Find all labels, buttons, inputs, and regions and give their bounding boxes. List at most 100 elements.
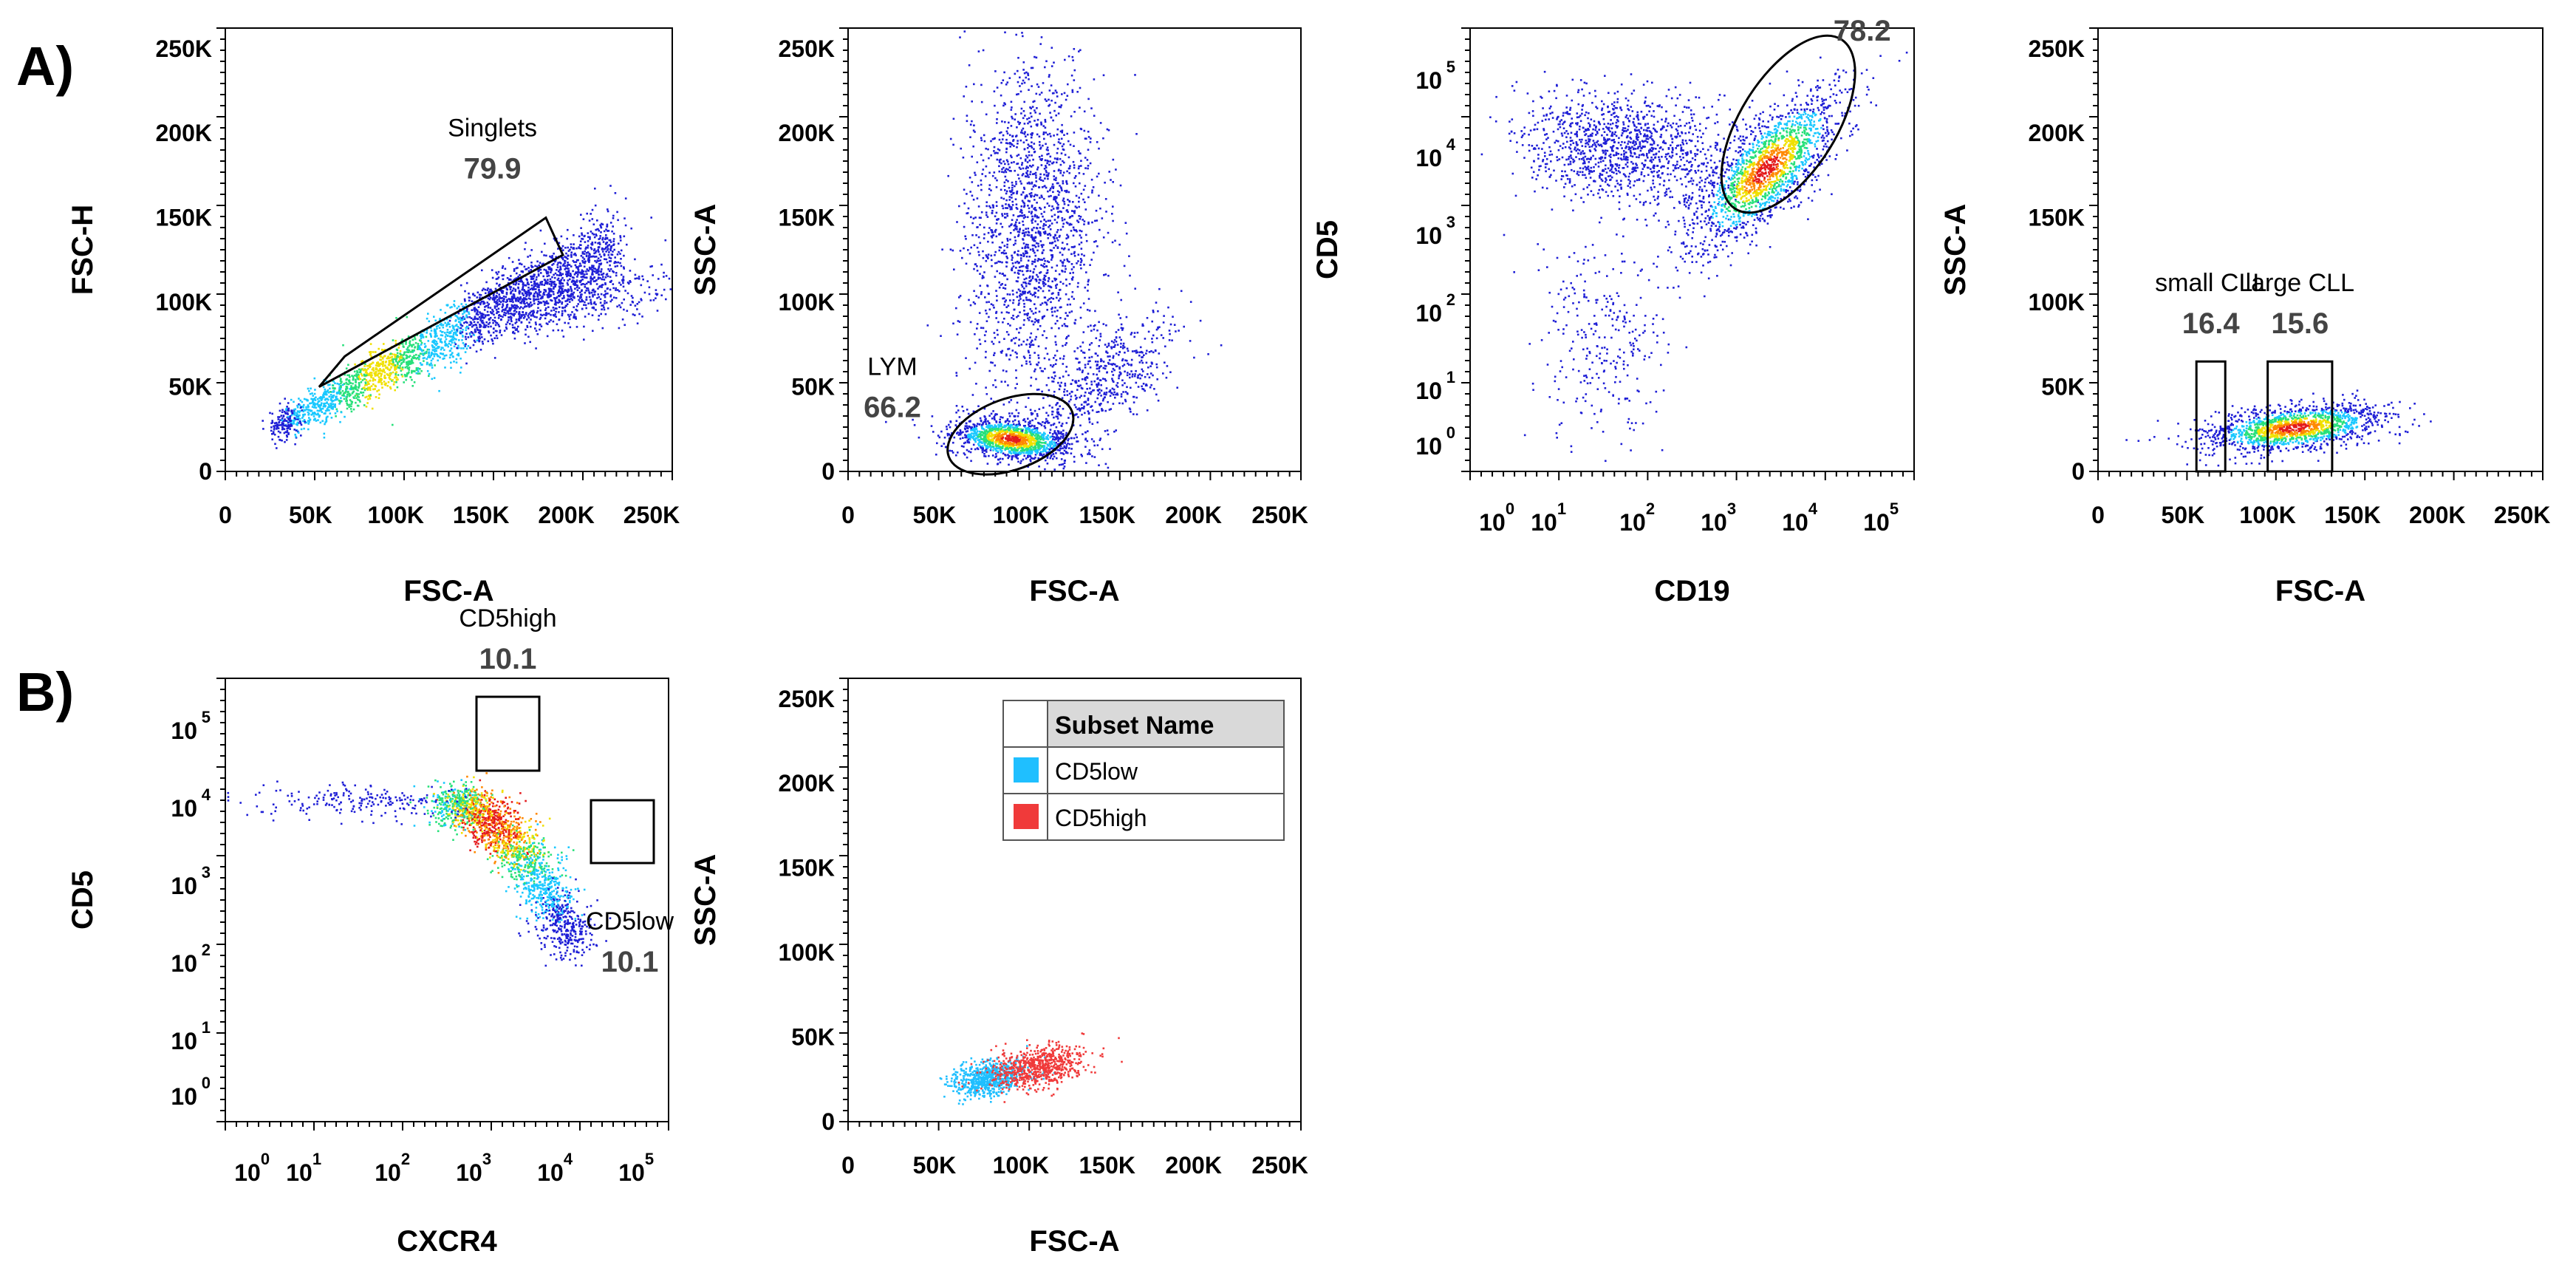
gate-large-cll: large CLL 15.6 <box>2246 269 2354 473</box>
y-tick-label: 150K <box>156 205 213 231</box>
x-axis-title: CXCR4 <box>397 1225 497 1258</box>
gate-name: Singlets <box>448 115 537 143</box>
gate-outline <box>2195 360 2227 473</box>
x-tick-exponent: 4 <box>564 1150 573 1168</box>
x-tick-exponent: 5 <box>645 1150 654 1168</box>
y-tick-base: 10 <box>171 795 197 822</box>
y-tick-exponent: 5 <box>1446 58 1455 76</box>
y-tick-base: 10 <box>171 873 197 899</box>
event-cloud <box>227 772 612 967</box>
y-tick-label: 250K <box>156 35 213 62</box>
y-tick-exponent: 2 <box>1446 290 1455 309</box>
x-tick-label: 200K <box>2409 502 2466 528</box>
plot-a3: 100101102103104105100101102103104105CD19… <box>1311 0 1915 607</box>
gate-value: 16.4 <box>2182 307 2241 340</box>
x-tick-label: 150K <box>1079 502 1136 528</box>
y-tick-label: 250K <box>2029 35 2085 62</box>
gate-outline <box>590 799 655 865</box>
x-tick-base: 10 <box>1619 509 1646 536</box>
x-tick-base: 10 <box>1782 509 1808 536</box>
y-tick-exponent: 0 <box>1446 423 1455 442</box>
y-tick-base: 10 <box>1415 222 1442 249</box>
panel-label-a: A) <box>16 35 74 97</box>
gate-name: large CLL <box>2246 269 2354 297</box>
x-tick-label: 150K <box>2324 502 2381 528</box>
plot-frame <box>225 27 673 472</box>
x-tick-label: 250K <box>2494 502 2551 528</box>
y-tick-label: 200K <box>779 770 836 797</box>
plot-frame <box>2097 27 2543 472</box>
legend-cell <box>1047 793 1285 841</box>
gate-value: 79.9 <box>464 153 522 185</box>
y-tick-label: 250K <box>779 35 836 62</box>
plot-a1: 0 50K 100K 150K 200K 250K 0 50K 100K 150K 200K 250K… <box>66 27 680 607</box>
gate-name: small CLL <box>2155 269 2266 297</box>
y-axis-title: FSC-H <box>66 205 99 295</box>
gate-outline <box>475 695 541 772</box>
y-tick-base: 10 <box>171 1028 197 1054</box>
x-axis-title: FSC-A <box>1029 1225 1119 1258</box>
y-tick-exponent: 2 <box>202 941 211 959</box>
x-tick-base: 10 <box>1531 509 1557 536</box>
plot-b2: 0 50K 100K 150K 200K 250K 0 50K 100K 150K 200K 250K… <box>689 678 1308 1258</box>
gate-lym: LYM 66.2 <box>864 353 1075 476</box>
x-tick-label: 100K <box>993 1152 1050 1179</box>
y-tick-exponent: 5 <box>202 708 211 726</box>
y-tick-label: 0 <box>2071 458 2085 485</box>
y-axis: 0 50K 100K 150K 200K 250K <box>2029 27 2098 485</box>
y-tick-label: 100K <box>156 289 213 316</box>
y-axis-title: CD5 <box>66 870 99 930</box>
y-tick-label: 200K <box>156 120 213 146</box>
panel-label-b: B) <box>16 661 74 723</box>
y-tick-exponent: 3 <box>202 863 211 882</box>
x-tick-exponent: 0 <box>261 1150 270 1168</box>
legend-cell <box>1002 700 1048 748</box>
y-tick-label: 150K <box>779 855 836 882</box>
event-cloud <box>262 185 672 449</box>
gate-outline <box>946 392 1075 476</box>
x-tick-exponent: 1 <box>1557 499 1566 518</box>
y-axis-title: SSC-A <box>689 854 722 946</box>
legend-swatch <box>1014 804 1039 829</box>
x-tick-exponent: 3 <box>482 1150 491 1168</box>
x-tick-label: 50K <box>913 502 957 528</box>
x-tick-exponent: 2 <box>1646 499 1655 518</box>
x-tick-base: 10 <box>234 1159 261 1186</box>
x-axis: 0 50K 100K 150K 200K 250K <box>2091 471 2550 528</box>
x-tick-label: 100K <box>993 502 1050 528</box>
x-axis-title: FSC-A <box>1029 575 1119 607</box>
y-axis: 0 50K 100K 150K 200K 250K <box>156 27 225 485</box>
y-tick-label: 100K <box>779 939 836 966</box>
plot-a4: 0 50K 100K 150K 200K 250K 0 50K 100K 150K 200K 250K… <box>1939 27 2550 607</box>
x-tick-label: 150K <box>453 502 510 528</box>
y-tick-base: 10 <box>171 717 197 744</box>
y-tick-exponent: 3 <box>1446 213 1455 231</box>
x-tick-label: 150K <box>1079 1152 1136 1179</box>
gate-cd5high: CD5high 10.1 <box>459 604 557 772</box>
y-tick-base: 10 <box>171 950 197 977</box>
gate-outline <box>1720 34 1856 214</box>
event-cloud <box>939 1032 1123 1105</box>
x-tick-label: 100K <box>368 502 425 528</box>
y-tick-label: 150K <box>2029 205 2085 231</box>
x-tick-base: 10 <box>1701 509 1727 536</box>
x-tick-label: 0 <box>219 502 232 528</box>
gate-cll: CLL 78.2 <box>1720 0 1891 214</box>
x-tick-label: 50K <box>289 502 332 528</box>
x-tick-label: 250K <box>1251 502 1308 528</box>
y-tick-base: 10 <box>1415 67 1442 94</box>
x-axis: 0 50K 100K 150K 200K 250K <box>841 471 1308 528</box>
legend-cell <box>1047 700 1285 748</box>
x-tick-label: 0 <box>841 1152 855 1179</box>
plot-frame <box>225 678 669 1122</box>
x-tick-base: 10 <box>456 1159 482 1186</box>
x-axis: 0 50K 100K 150K 200K 250K <box>841 1122 1308 1179</box>
x-tick-exponent: 3 <box>1727 499 1736 518</box>
gate-name: CD5high <box>459 604 556 633</box>
legend-swatch <box>1014 757 1039 783</box>
x-tick-label: 100K <box>2239 502 2296 528</box>
x-tick-base: 10 <box>286 1159 312 1186</box>
